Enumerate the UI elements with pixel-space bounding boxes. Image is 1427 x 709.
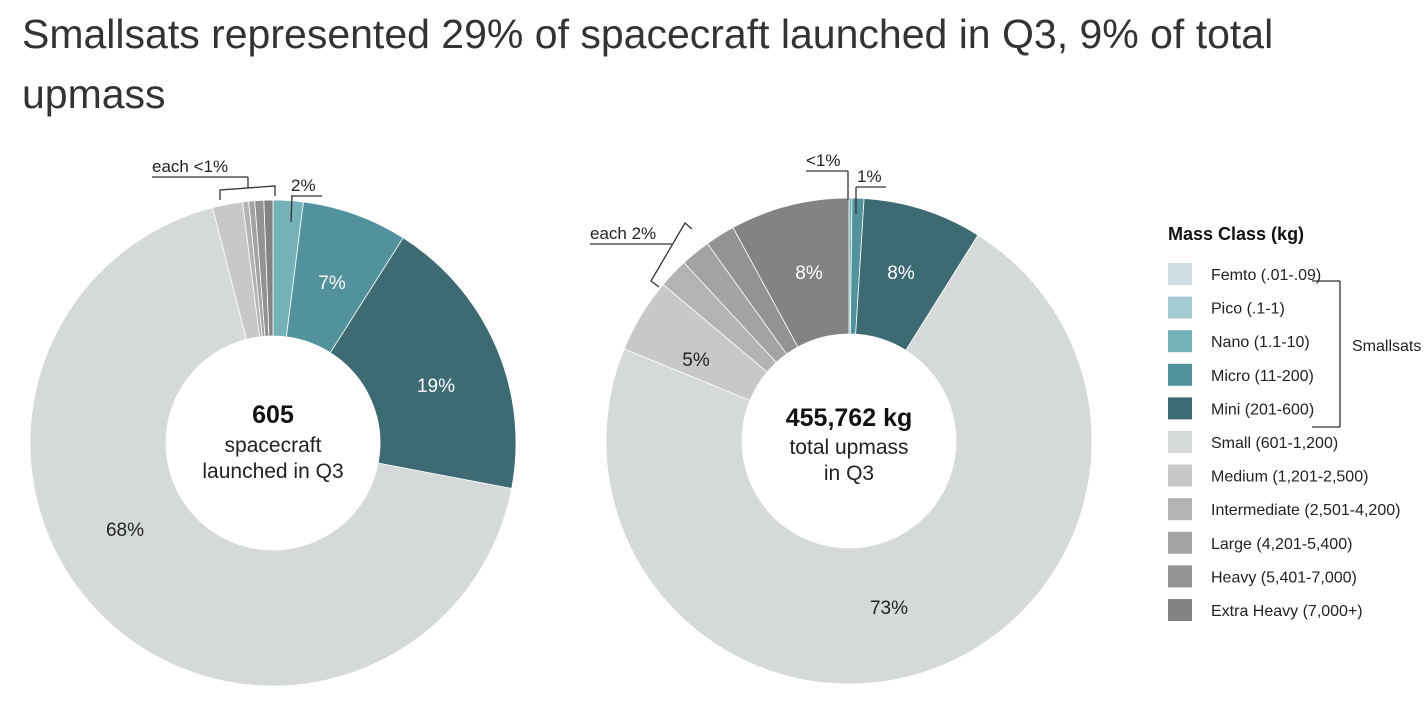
legend-label-small: Small (601-1,200) — [1211, 435, 1338, 452]
legend-label-pico: Pico (.1-1) — [1211, 301, 1285, 318]
center-line-left-2: launched in Q3 — [202, 460, 343, 483]
legend-label-heavy: Heavy (5,401-7,000) — [1211, 569, 1357, 586]
legend-title: Mass Class (kg) — [1168, 224, 1304, 244]
callout-label-lt1: <1% — [806, 151, 841, 170]
center-line-right-1: total upmass — [789, 436, 908, 459]
legend-label-medium: Medium (1,201-2,500) — [1211, 469, 1368, 486]
slice-extra-heavy-left — [263, 199, 274, 337]
legend-swatch-medium — [1168, 464, 1192, 487]
center-line-left-1: spacecraft — [225, 434, 322, 457]
legend-swatch-mini — [1168, 397, 1192, 420]
callout-label-each-2pct: each 2% — [590, 224, 656, 243]
slice-label-small-right: 73% — [870, 598, 908, 619]
legend-label-intermediate: Intermediate (2,501-4,200) — [1211, 502, 1400, 519]
center-value-right: 455,762 kg — [786, 404, 913, 432]
callout-label-1pct: 1% — [857, 167, 882, 186]
legend-swatch-small — [1168, 431, 1192, 453]
legend-swatch-extra-heavy — [1168, 599, 1192, 621]
legend-swatch-nano — [1168, 330, 1192, 353]
callout-each-2pct-right — [590, 222, 693, 288]
legend-swatch-pico — [1168, 296, 1192, 319]
callout-label-2pct: 2% — [291, 176, 316, 195]
legend-label-large: Large (4,201-5,400) — [1211, 536, 1352, 553]
legend-swatch-femto — [1168, 263, 1192, 285]
legend-label-extra-heavy: Extra Heavy (7,000+) — [1211, 603, 1363, 620]
slice-small-right — [605, 234, 1093, 685]
legend-swatch-intermediate — [1168, 498, 1192, 521]
legend: Femto (.01-.09) Pico (.1-1) Nano (1.1-10) M… — [1168, 263, 1400, 621]
legend-label-nano: Nano (1.1-10) — [1211, 334, 1310, 351]
slice-label-extra-heavy-right: 8% — [795, 263, 823, 284]
legend-label-micro: Micro (11-200) — [1211, 368, 1314, 385]
callout-lt1-right — [806, 170, 849, 200]
slice-label-mini-left: 19% — [417, 376, 455, 397]
legend-swatch-heavy — [1168, 565, 1192, 588]
callout-1pct-right — [855, 186, 886, 214]
center-value-left: 605 — [252, 401, 294, 429]
slice-label-micro-left: 7% — [318, 273, 346, 294]
legend-label-mini: Mini (201-600) — [1211, 401, 1314, 418]
donut-chart-spacecraft — [29, 199, 517, 687]
slice-label-small-left: 68% — [106, 520, 144, 541]
smallsats-bracket-label: Smallsats — [1352, 338, 1421, 355]
callout-label-each-lt1: each <1% — [152, 157, 228, 176]
chart-title: Smallsats represented 29% of spacecraft … — [22, 11, 1274, 117]
legend-swatch-large — [1168, 531, 1192, 554]
center-line-right-2: in Q3 — [824, 462, 874, 485]
legend-swatch-micro — [1168, 363, 1192, 386]
callout-each-lt1-left — [152, 176, 276, 200]
slice-label-medium-right: 5% — [682, 350, 710, 371]
smallsats-bracket — [1312, 280, 1341, 428]
slice-mini-left — [329, 237, 517, 490]
slice-extra-heavy-right — [732, 197, 850, 348]
slice-small-left — [29, 207, 513, 687]
slice-label-mini-right: 8% — [887, 263, 915, 284]
legend-label-femto: Femto (.01-.09) — [1211, 267, 1321, 284]
callout-2pct-left — [290, 195, 322, 223]
donut-chart-upmass — [605, 197, 1093, 685]
